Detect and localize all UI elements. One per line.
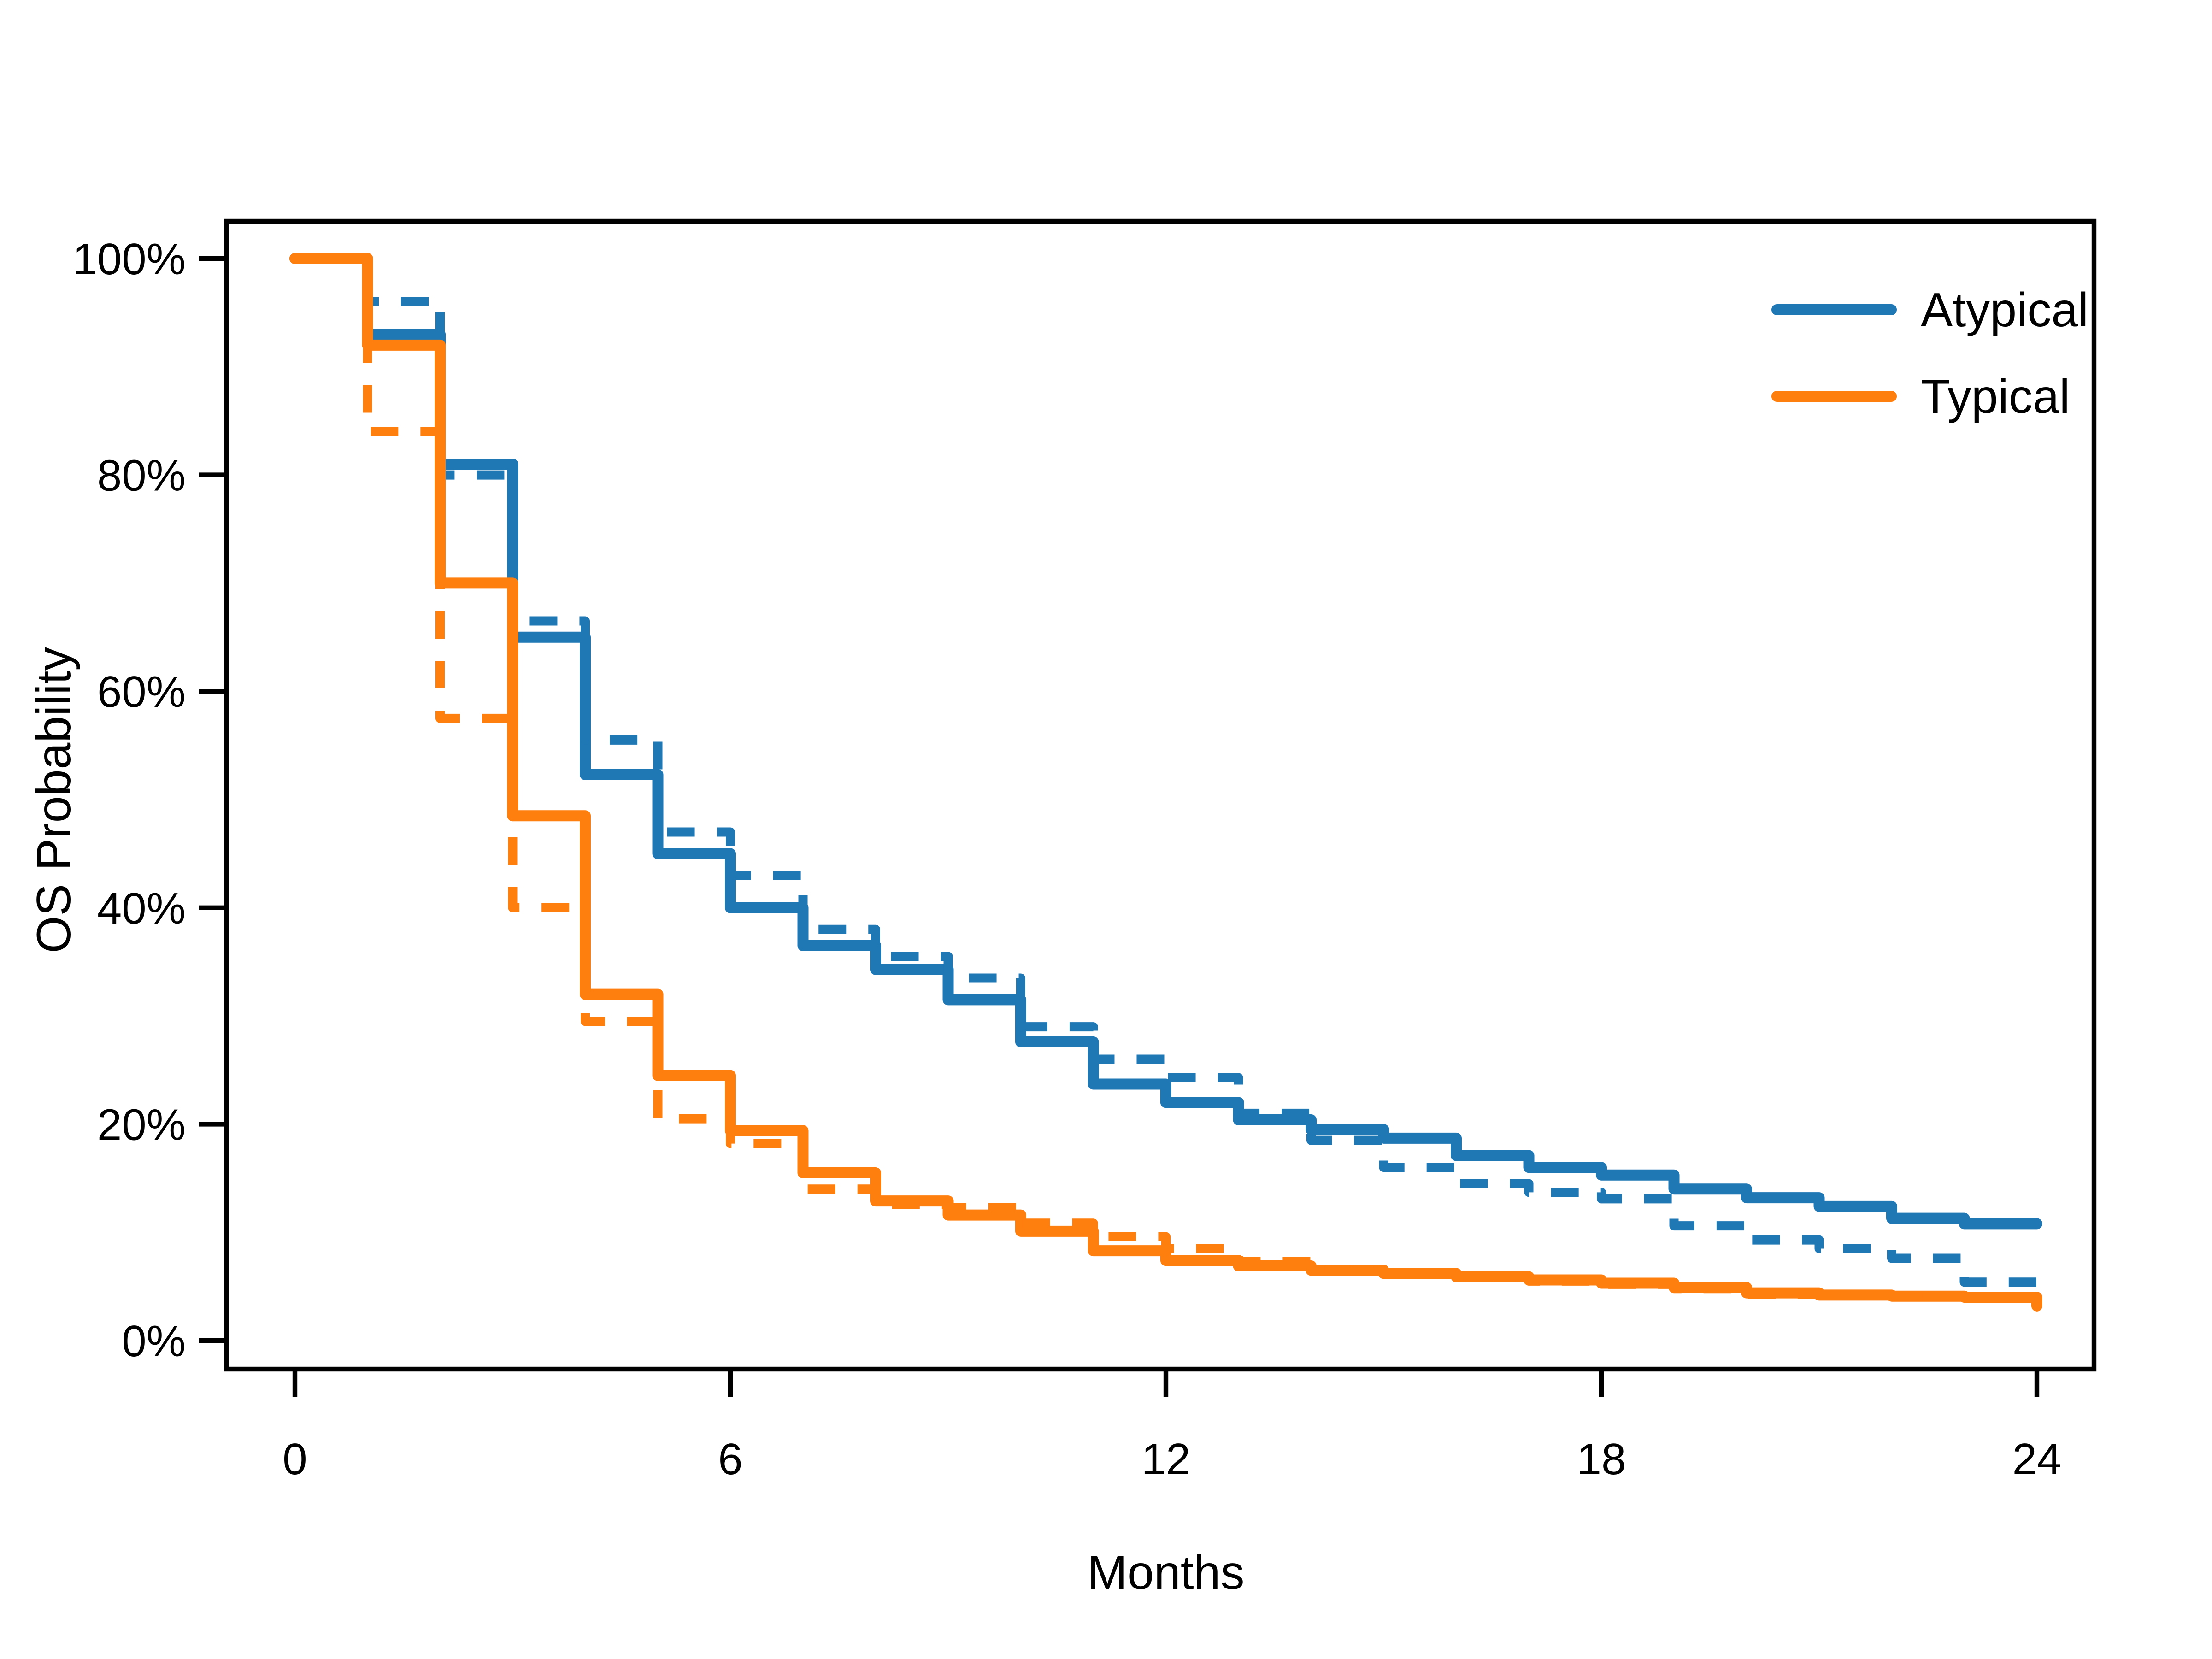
series-atypical-model (295, 254, 2041, 1291)
series-typical-km (289, 253, 2042, 1312)
y-tick-label-0: 0% (122, 1317, 186, 1366)
y-tick-label-80: 80% (97, 451, 186, 500)
series-atypical-km (289, 253, 2042, 1230)
plot-box-border (224, 218, 2097, 1372)
legend-label-atypical: Atypical (1921, 283, 2088, 337)
x-tick-label-6: 6 (718, 1435, 742, 1484)
legend-label-typical: Typical (1921, 370, 2070, 424)
ticks-layer: 100% 80% 60% 40% 20% 0% 0 6 12 18 24 (72, 235, 2061, 1484)
x-tick-label-24: 24 (2012, 1435, 2062, 1484)
x-tick-label-12: 12 (1141, 1435, 1191, 1484)
x-tick-label-18: 18 (1577, 1435, 1626, 1484)
y-tick-label-60: 60% (97, 667, 186, 717)
y-tick-label-20: 20% (97, 1100, 186, 1149)
y-axis-title: OS Probability (27, 647, 81, 953)
x-axis-title: Months (1087, 1546, 1244, 1600)
y-tick-label-100: 100% (72, 235, 186, 284)
y-tick-label-40: 40% (97, 884, 186, 933)
legend: Atypical Typical (1771, 283, 2088, 424)
series-layer (289, 253, 2042, 1312)
series-typical-model (295, 254, 2037, 1303)
x-tick-label-0: 0 (282, 1435, 307, 1484)
